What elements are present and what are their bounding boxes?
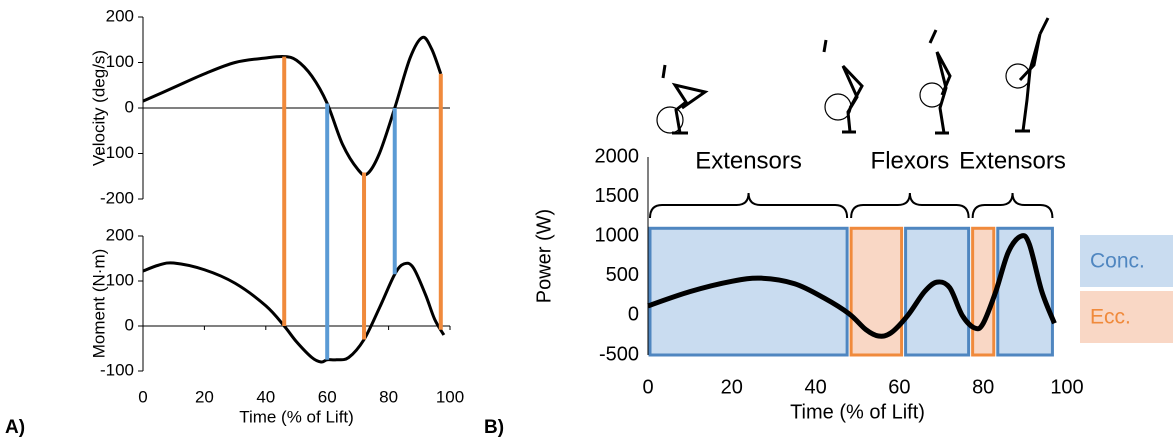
x-tick-label: 60 bbox=[318, 387, 337, 406]
brace bbox=[971, 192, 1054, 219]
legend-label: Conc. bbox=[1090, 250, 1145, 273]
brace-label: Extensors bbox=[959, 147, 1066, 174]
data-line bbox=[142, 35, 443, 177]
stick-figure bbox=[822, 39, 864, 134]
x-tick-label: 0 bbox=[138, 387, 147, 406]
stick-figure bbox=[919, 29, 952, 135]
x-tick-label: 40 bbox=[256, 387, 275, 406]
shade-region bbox=[904, 226, 971, 357]
stick-figure bbox=[1005, 17, 1050, 133]
y-tick-label: 500 bbox=[606, 264, 639, 286]
x-tick-label: 80 bbox=[972, 376, 994, 398]
brace-label: Flexors bbox=[871, 147, 950, 174]
x-tick-label: 0 bbox=[642, 376, 653, 398]
panel-label: A) bbox=[5, 417, 25, 438]
legend-swatch bbox=[1080, 291, 1173, 343]
y-tick-label: -200 bbox=[100, 188, 134, 207]
y-tick-label: 100 bbox=[106, 52, 134, 71]
shade-region bbox=[971, 226, 996, 357]
y-tick-label: 2000 bbox=[595, 145, 640, 167]
legend-swatch bbox=[1080, 235, 1173, 287]
y-tick-label: 1500 bbox=[595, 185, 640, 207]
x-tick-label: 20 bbox=[721, 376, 743, 398]
y-tick-label: -100 bbox=[100, 143, 134, 162]
x-tick-label: 80 bbox=[379, 387, 398, 406]
brace bbox=[649, 192, 849, 219]
y-axis-label: Power (W) bbox=[533, 209, 555, 303]
x-tick-label: 20 bbox=[195, 387, 214, 406]
y-tick-label: 200 bbox=[106, 6, 134, 25]
x-tick-label: 40 bbox=[804, 376, 826, 398]
y-tick-label: -100 bbox=[100, 360, 134, 379]
y-tick-label: 0 bbox=[125, 97, 134, 116]
data-line bbox=[142, 261, 446, 364]
y-tick-label: 200 bbox=[106, 225, 134, 244]
x-axis-label: Time (% of Lift) bbox=[239, 407, 354, 426]
brace-label: Extensors bbox=[695, 147, 802, 174]
x-axis-label: Time (% of Lift) bbox=[790, 401, 925, 423]
y-tick-label: -500 bbox=[599, 343, 639, 365]
stick-figures bbox=[656, 17, 1050, 135]
legend-label: Ecc. bbox=[1090, 306, 1131, 329]
y-tick-label: 1000 bbox=[595, 224, 640, 246]
brace bbox=[850, 192, 970, 219]
stick-figure bbox=[656, 64, 709, 135]
x-tick-label: 100 bbox=[1050, 376, 1083, 398]
x-tick-label: 60 bbox=[888, 376, 910, 398]
y-tick-label: 0 bbox=[125, 315, 134, 334]
y-tick-label: 0 bbox=[628, 304, 639, 326]
y-axis-label: Velocity (deg/s) bbox=[89, 50, 108, 166]
y-tick-label: 100 bbox=[106, 270, 134, 289]
data-line bbox=[647, 233, 1057, 339]
panel-label: B) bbox=[484, 417, 504, 438]
x-tick-label: 100 bbox=[436, 387, 464, 406]
y-axis-label: Moment (N·m) bbox=[89, 249, 108, 359]
